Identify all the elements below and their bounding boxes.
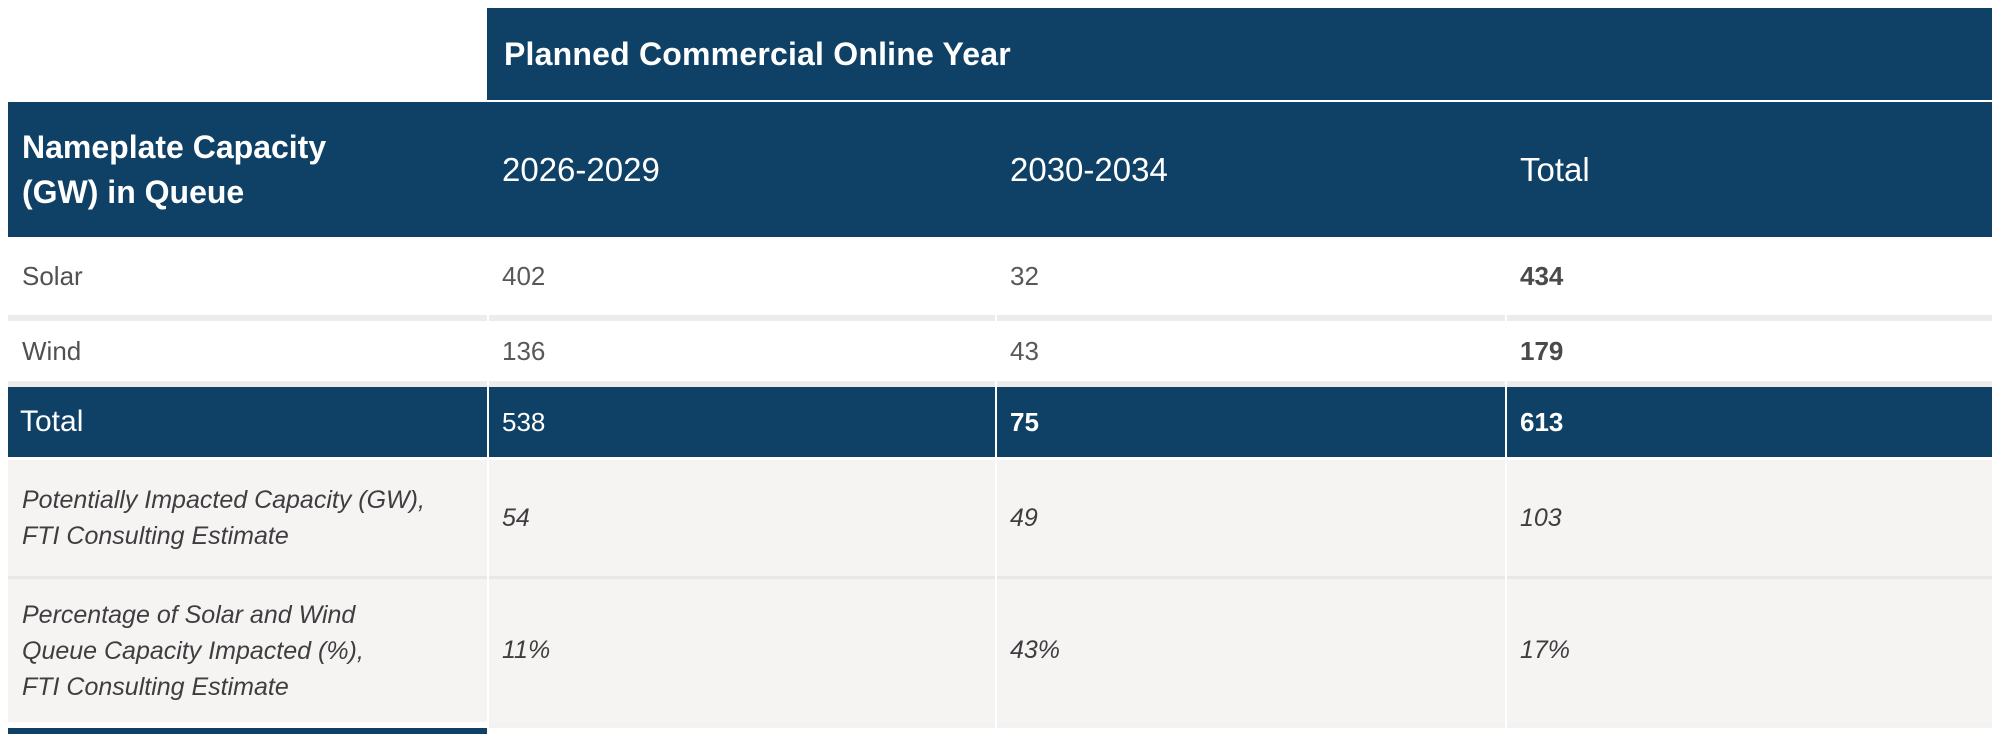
solar-total-value: 434 xyxy=(1505,237,1992,315)
capacity-queue-table: Planned Commercial Online Year Nameplate… xyxy=(8,8,1992,734)
corner-header: Nameplate Capacity (GW) in Queue xyxy=(22,128,327,210)
table-row-percentage-impacted: Percentage of Solar and Wind Queue Capac… xyxy=(8,579,1992,722)
bottom-band-segment xyxy=(995,722,1505,728)
impacted-total-value: 103 xyxy=(1505,460,1992,576)
table-row-solar: Solar 402 32 434 xyxy=(8,237,1992,315)
percentage-2026-2029-value: 11% xyxy=(487,579,995,722)
next-row-edge-blank xyxy=(1505,728,1992,734)
solar-2026-2029-value: 402 xyxy=(487,237,995,315)
wind-total-value: 179 xyxy=(1505,321,1992,381)
impacted-2026-2029-value: 54 xyxy=(487,460,995,576)
row-label-solar: Solar xyxy=(22,260,83,291)
solar-2030-2034-value: 32 xyxy=(995,237,1505,315)
separator-segment xyxy=(8,315,487,321)
separator-segment xyxy=(1505,315,1992,321)
next-row-edge-blank xyxy=(995,728,1505,734)
row-separator xyxy=(8,315,1992,321)
next-row-edge-navy xyxy=(8,728,487,734)
table-header-row: Nameplate Capacity (GW) in Queue 2026-20… xyxy=(8,102,1992,237)
table-row-potentially-impacted: Potentially Impacted Capacity (GW), FTI … xyxy=(8,460,1992,576)
row-separator-thin xyxy=(8,576,1992,579)
row-label-total: Total xyxy=(20,405,84,438)
table-title: Planned Commercial Online Year xyxy=(487,8,1992,100)
separator-segment xyxy=(487,381,995,387)
separator-segment xyxy=(995,315,1505,321)
row-separator xyxy=(8,381,1992,387)
column-header-2026-2029: 2026-2029 xyxy=(502,150,660,188)
separator-segment xyxy=(8,576,487,579)
separator-segment xyxy=(487,315,995,321)
separator-segment xyxy=(487,576,995,579)
next-row-edge-strip xyxy=(8,728,1992,734)
total-2030-2034-value: 75 xyxy=(995,387,1505,457)
row-label-potentially-impacted: Potentially Impacted Capacity (GW), FTI … xyxy=(22,486,425,550)
total-total-value: 613 xyxy=(1505,387,1992,457)
separator-segment xyxy=(995,381,1505,387)
row-label-wind: Wind xyxy=(22,335,82,366)
total-2026-2029-value: 538 xyxy=(487,387,995,457)
percentage-2030-2034-value: 43% xyxy=(995,579,1505,722)
row-label-percentage-impacted: Percentage of Solar and Wind Queue Capac… xyxy=(22,600,364,701)
table-title-row: Planned Commercial Online Year xyxy=(8,8,1992,100)
separator-segment xyxy=(1505,381,1992,387)
table-bottom-band xyxy=(8,722,1992,728)
bottom-band-segment xyxy=(1505,722,1992,728)
column-header-2030-2034: 2030-2034 xyxy=(1010,150,1168,188)
wind-2026-2029-value: 136 xyxy=(487,321,995,381)
wind-2030-2034-value: 43 xyxy=(995,321,1505,381)
row-gap xyxy=(8,100,1992,102)
separator-segment xyxy=(8,381,487,387)
impacted-2030-2034-value: 49 xyxy=(995,460,1505,576)
percentage-total-value: 17% xyxy=(1505,579,1992,722)
next-row-edge-blank xyxy=(487,728,995,734)
separator-segment xyxy=(1505,576,1992,579)
title-row-spacer xyxy=(8,8,487,100)
column-header-total: Total xyxy=(1520,150,1590,188)
separator-segment xyxy=(995,576,1505,579)
bottom-band-segment xyxy=(8,722,487,728)
table-row-wind: Wind 136 43 179 xyxy=(8,321,1992,381)
row-gap xyxy=(8,457,1992,460)
table-row-total: Total 538 75 613 xyxy=(8,387,1992,457)
bottom-band-segment xyxy=(487,722,995,728)
